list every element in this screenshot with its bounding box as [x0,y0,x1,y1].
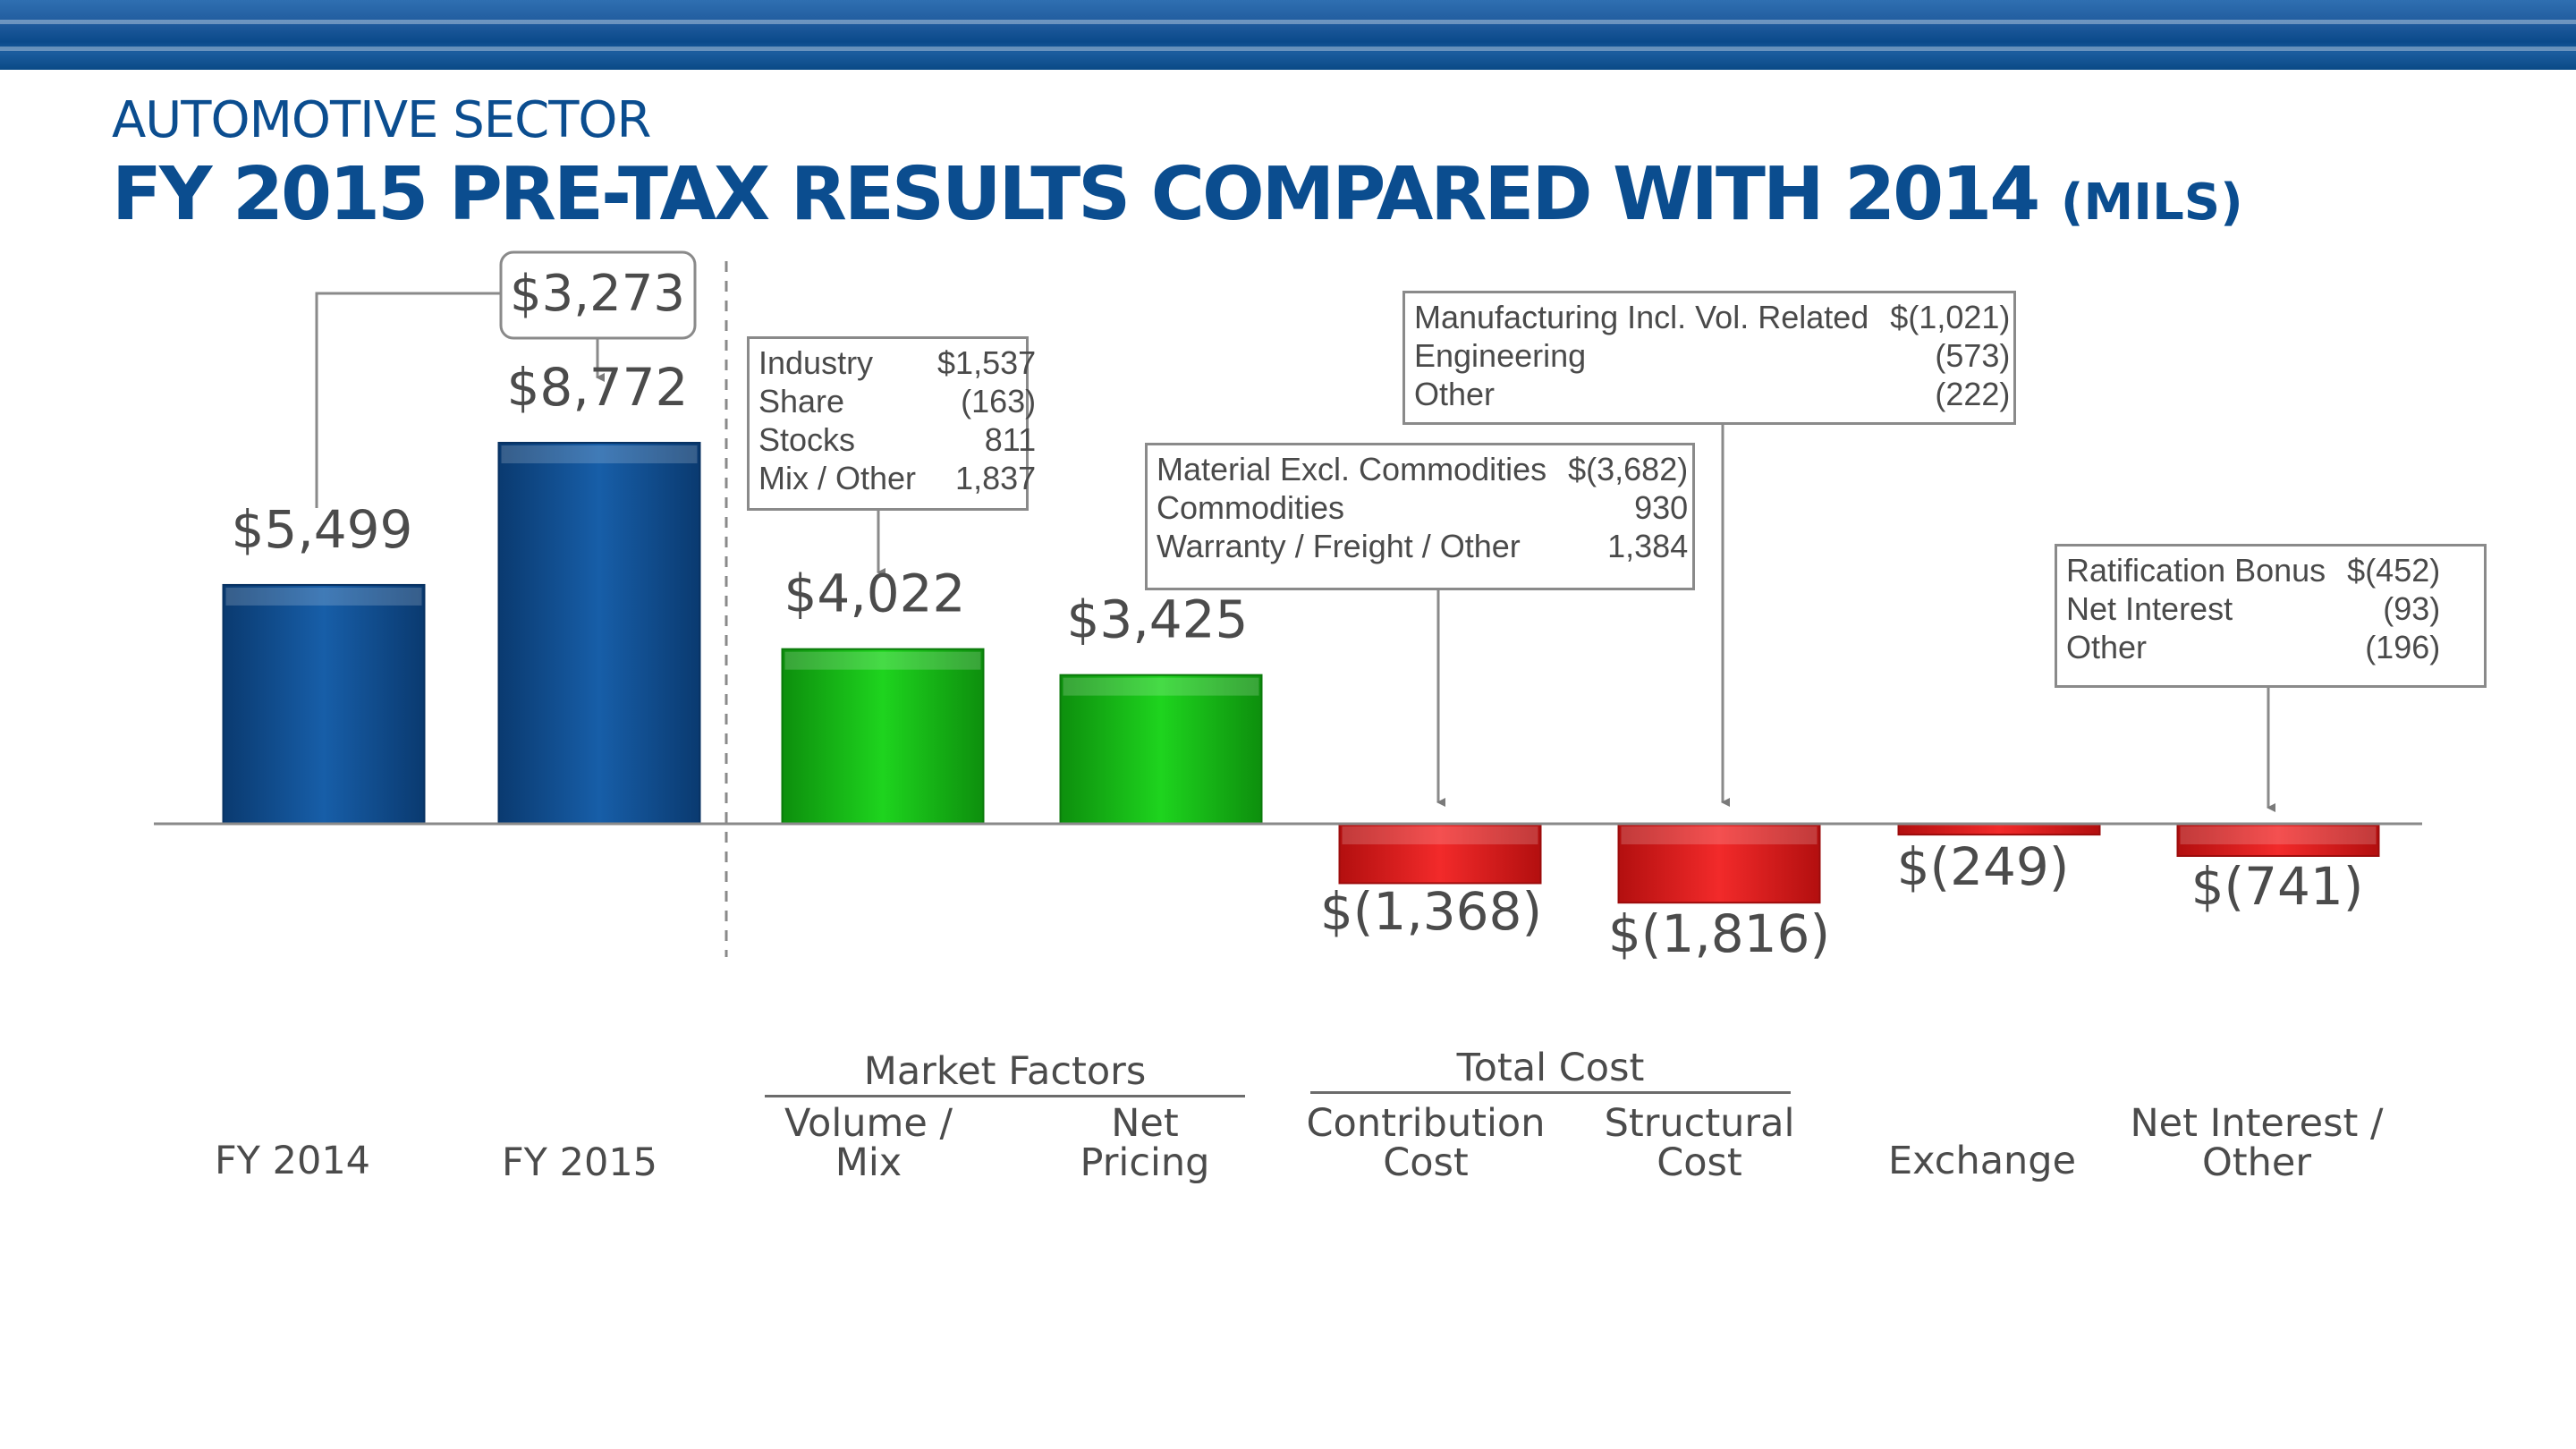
breakdown-label: Net Interest [2066,590,2233,627]
breakdown-label: Share [758,383,845,419]
category-label: Net Interest / Other [2130,1101,2384,1185]
breakdown-label: Other [2066,629,2148,665]
breakdown-row: Stocks 811 [758,420,1036,459]
breakdown-value: 1,384 [1607,528,1689,564]
value-label: $(249) [1897,836,2070,897]
value-label: $(741) [2191,856,2364,917]
net-interest-other-breakdown: Ratification Bonus $(452) Net Interest (93… [2055,544,2487,688]
bar-structural-cost [1617,823,1821,904]
banner-stripe [0,20,2576,24]
difference-box [499,250,697,340]
value-label: $(1,816) [1608,903,1830,964]
breakdown-row: Manufacturing Incl. Vol. Related $(1,021) [1414,298,2010,336]
diff-connector [315,292,501,508]
breakdown-label: Commodities [1157,489,1345,526]
breakdown-row: Mix / Other 1,837 [758,459,1036,497]
bar-bevel [2180,826,2377,844]
page-title: FY 2015 PRE-TAX RESULTS COMPARED WITH 20… [112,152,2243,237]
category-label: Exchange [1887,1139,2077,1183]
category-label: Structural Cost [1604,1101,1795,1185]
breakdown-label: Other [1414,376,1496,412]
bar-bevel [784,651,981,670]
value-label: $(1,368) [1320,881,1542,942]
contribution-cost-breakdown: Material Excl. Commodities $(3,682) Commo… [1145,443,1695,590]
breakdown-label: Stocks [758,421,856,458]
breakdown-value: (163) [961,383,1037,419]
breakdown-row: Engineering (573) [1414,336,2010,375]
breakdown-label: Warranty / Freight / Other [1157,528,1521,564]
bar-net-interest-other [2176,823,2380,857]
category-label: Net Pricing [1080,1101,1210,1185]
breakdown-value: $(1,021) [1890,299,2011,335]
breakdown-row: Industry $1,537 [758,343,1036,382]
bar-volume-mix [781,648,985,825]
breakdown-value: $(3,682) [1568,451,1689,487]
breakdown-value: (196) [2365,629,2441,665]
bar-net-pricing [1059,674,1263,825]
bar-exchange [1897,823,2101,836]
bar-fy-2015 [497,442,701,825]
breakdown-row: Other (196) [2066,628,2440,666]
breakdown-row: Material Excl. Commodities $(3,682) [1157,450,1688,488]
breakdown-label: Material Excl. Commodities [1157,451,1547,487]
breakdown-label: Ratification Bonus [2066,552,2326,589]
breakdown-label: Manufacturing Incl. Vol. Related [1414,299,1869,335]
market-factors-breakdown: Industry $1,537 Share (163) Stocks 811 Mix … [747,336,1036,511]
breakdown-row: Ratification Bonus $(452) [2066,551,2440,589]
breakdown-label: Mix / Other [758,460,917,496]
title-text: FY 2015 PRE-TAX RESULTS COMPARED WITH 20… [112,152,2040,237]
breakdown-row: Other (222) [1414,375,2010,413]
breakdown-row: Net Interest (93) [2066,589,2440,628]
banner-stripe [0,47,2576,51]
bar-bevel [1342,826,1538,844]
category-label: FY 2015 [501,1140,658,1185]
value-label: $3,425 [1067,589,1249,650]
bar-fy-2014 [222,583,426,826]
breakdown-row: Warranty / Freight / Other 1,384 [1157,527,1688,565]
breakdown-value: (222) [1935,376,2011,412]
bar-bevel [501,445,698,463]
breakdown-value: (93) [2383,590,2441,627]
group-label-total-cost: Total Cost [1310,1045,1791,1094]
breakdown-value: 811 [984,421,1037,458]
title-unit: (MILS) [2060,174,2243,232]
value-label: $5,499 [232,499,413,560]
breakdown-value: $1,537 [937,344,1037,381]
bar-bevel [1063,677,1259,696]
bar-bevel [225,587,422,606]
breakdown-label: Engineering [1414,337,1587,374]
section-subtitle: AUTOMOTIVE SECTOR [112,91,651,149]
breakdown-value: (573) [1935,337,2011,374]
value-label: $8,772 [507,357,689,418]
category-label: Volume / Mix [784,1101,953,1185]
breakdown-value: 1,837 [955,460,1037,496]
breakdown-value: 930 [1634,489,1689,526]
group-label-market-factors: Market Factors [765,1048,1245,1097]
top-banner [0,0,2576,70]
structural-cost-breakdown: Manufacturing Incl. Vol. Related $(1,021)… [1402,291,2016,425]
breakdown-row: Commodities 930 [1157,488,1688,527]
breakdown-label: Industry [758,344,874,381]
category-label: Contribution Cost [1306,1101,1546,1185]
bar-bevel [1621,826,1818,844]
value-label: $4,022 [784,564,966,624]
difference-label: $3,273 [510,265,685,323]
category-label: FY 2014 [214,1139,371,1183]
breakdown-row: Share (163) [758,382,1036,420]
breakdown-value: $(452) [2347,552,2441,589]
